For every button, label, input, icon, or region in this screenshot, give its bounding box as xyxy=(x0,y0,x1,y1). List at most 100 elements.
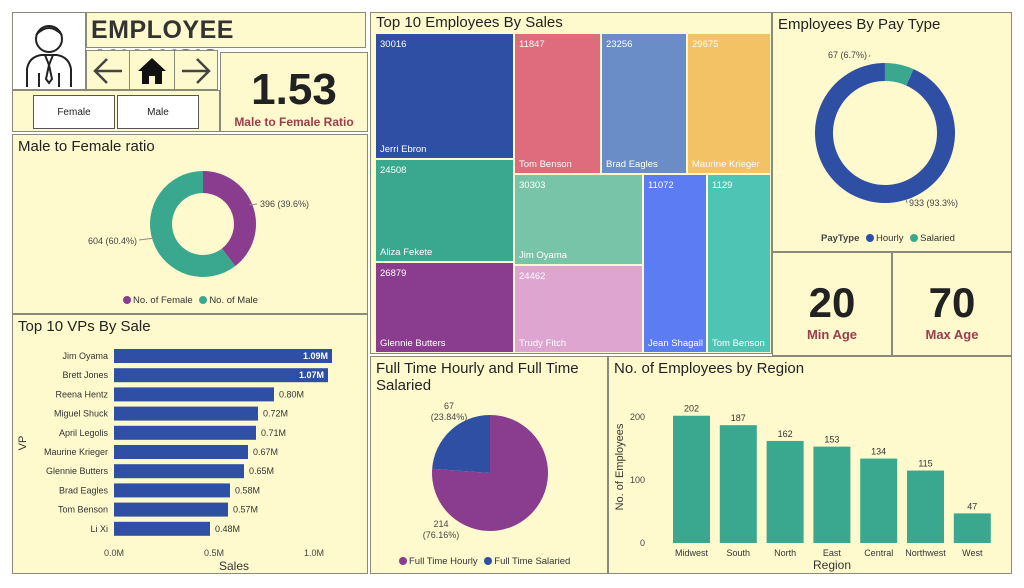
home-button[interactable] xyxy=(130,51,175,89)
leader-male xyxy=(138,237,156,241)
vp-label-4: April Legolis xyxy=(59,428,109,438)
treemap-value: 24462 xyxy=(519,271,546,282)
vp-value-7: 0.58M xyxy=(235,485,260,495)
treemap-cell-7[interactable]: 24462 Trudy Fitch xyxy=(514,265,643,353)
treemap-cell-8[interactable]: 11072 Jean Shagall xyxy=(643,174,707,353)
vp-bar-7 xyxy=(114,483,230,498)
vp-bar-3 xyxy=(114,406,258,421)
back-arrow-icon xyxy=(93,58,122,84)
pie-slice-0 xyxy=(203,171,256,267)
region-bar-chart: 0 100 200 202 Midwest 187 South 162 North 153 East… xyxy=(614,404,991,572)
treemap-cell-1[interactable]: 24508 Aliza Fekete xyxy=(375,159,514,262)
leader-female xyxy=(248,203,258,206)
title-panel: EMPLOYEE ANALYSIS xyxy=(86,12,366,73)
treemap-value: 11847 xyxy=(519,39,545,50)
treemap-cell-2[interactable]: 26879 Glennie Butters xyxy=(375,262,514,353)
region-label-5: Northwest xyxy=(905,548,946,558)
ratio-kpi-card: 1.53 Male to Female Ratio xyxy=(220,52,368,132)
vp-bar-0 xyxy=(114,349,332,363)
leader-hourly xyxy=(905,198,908,204)
legend-ft-hourly-swatch xyxy=(399,557,407,566)
region-bar-3 xyxy=(813,446,851,543)
vp-label-5: Maurine Krieger xyxy=(44,447,108,457)
treemap-cell-0[interactable]: 30016 Jerri Ebron xyxy=(375,33,514,159)
treemap-name: Jerri Ebron xyxy=(380,144,427,155)
top-sales-treemap: 30016 Jerri Ebron 24508 Aliza Fekete 26879 Gl… xyxy=(375,33,771,353)
treemap-value: 1129 xyxy=(712,180,733,191)
region-value-0: 202 xyxy=(684,404,699,414)
employee-avatar-icon xyxy=(26,25,72,87)
label-ft-hourly-0: 214 xyxy=(433,519,448,529)
vp-bar-8 xyxy=(114,502,228,517)
region-label-4: Central xyxy=(864,548,893,558)
region-bar-4 xyxy=(860,458,898,543)
treemap-value: 23256 xyxy=(606,39,633,50)
fulltime-pie-chart: 67(23.84%) 214(76.16%) xyxy=(423,401,548,540)
max-age-value: 70 xyxy=(928,279,976,326)
treemap-name: Jean Shagall xyxy=(648,338,703,349)
filter-male-button[interactable]: Male xyxy=(117,95,199,129)
label-ft-salaried-1: (23.84%) xyxy=(431,412,468,422)
region-ytick-2: 200 xyxy=(630,412,645,422)
gender-filter-panel: Female Male xyxy=(12,90,220,132)
vp-bar-6 xyxy=(114,464,244,479)
min-age-label: Min Age xyxy=(806,327,858,342)
region-bar-0 xyxy=(673,415,710,543)
fulltime-legend: Full Time Hourly Full Time Salaried xyxy=(395,556,570,567)
vp-label-2: Reena Hentz xyxy=(55,389,108,399)
vp-value-9: 0.48M xyxy=(215,524,240,534)
pie-slice-1 xyxy=(884,63,914,86)
region-title: No. of Employees by Region xyxy=(614,360,805,377)
legend-salaried-swatch xyxy=(910,234,919,243)
vp-bar-9 xyxy=(114,521,210,536)
vp-value-6: 0.65M xyxy=(249,466,274,476)
treemap-name: Maurine Krieger xyxy=(692,159,760,170)
leader-salaried xyxy=(868,54,871,58)
nav-panel xyxy=(86,50,218,90)
region-bar-1 xyxy=(719,425,757,543)
vp-value-5: 0.67M xyxy=(253,447,278,457)
vp-bar-chart: Jim Oyama 1.09M Brett Jones 1.07M Reena Hent… xyxy=(17,349,332,573)
treemap-cell-4[interactable]: 23256 Brad Eagles xyxy=(601,33,687,174)
vp-xtick-2: 1.0M xyxy=(304,548,324,558)
vp-label-8: Tom Benson xyxy=(58,505,108,515)
treemap-cell-3[interactable]: 11847 Tom Benson xyxy=(514,33,601,174)
gender-donut-chart: 396 (39.6%) 604 (60.4%) xyxy=(88,171,309,277)
vp-value-4: 0.71M xyxy=(261,428,286,438)
vp-value-3: 0.72M xyxy=(263,409,288,419)
min-age-card: 20 Min Age xyxy=(772,252,892,356)
treemap-cell-9[interactable]: 1129 Tom Benson xyxy=(707,174,771,353)
vp-xlabel: Sales xyxy=(219,559,249,573)
treemap-value: 26879 xyxy=(380,268,407,279)
treemap-value: 29675 xyxy=(692,39,719,50)
label-male: 604 (60.4%) xyxy=(88,236,137,246)
vp-label-9: Li Xi xyxy=(90,524,108,534)
treemap-cell-5[interactable]: 29675 Maurine Krieger xyxy=(687,33,771,174)
vp-ylabel: VP xyxy=(17,436,29,451)
legend-ft-hourly-label: Full Time Hourly xyxy=(409,556,478,567)
back-button[interactable] xyxy=(87,51,130,89)
label-female: 396 (39.6%) xyxy=(260,199,309,209)
region-value-2: 162 xyxy=(778,429,793,439)
legend-male-label: No. of Male xyxy=(209,295,258,306)
forward-button[interactable] xyxy=(175,51,217,89)
region-ytick-0: 0 xyxy=(640,538,645,548)
home-icon xyxy=(138,58,166,84)
vp-xtick-1: 0.5M xyxy=(204,548,224,558)
label-salaried: 67 (6.7%) xyxy=(828,50,867,60)
max-age-card: 70 Max Age xyxy=(892,252,1012,356)
gender-chart-title: Male to Female ratio xyxy=(18,138,155,155)
region-label-3: East xyxy=(823,548,842,558)
region-value-6: 47 xyxy=(967,501,977,511)
treemap-name: Brad Eagles xyxy=(606,159,658,170)
filter-female-button[interactable]: Female xyxy=(33,95,115,129)
vp-label-0: Jim Oyama xyxy=(62,351,108,361)
paytype-legend-title: PayType xyxy=(821,233,860,244)
label-ft-salaried-0: 67 xyxy=(444,401,454,411)
vp-label-3: Miguel Shuck xyxy=(54,409,109,419)
treemap-value: 30303 xyxy=(519,180,546,191)
vp-chart-title: Top 10 VPs By Sale xyxy=(18,318,151,335)
treemap-cell-6[interactable]: 30303 Jim Oyama xyxy=(514,174,643,265)
treemap-title: Top 10 Employees By Sales xyxy=(376,14,563,31)
vp-sales-panel: Top 10 VPs By Sale Jim Oyama 1.09M Brett J… xyxy=(12,314,368,574)
